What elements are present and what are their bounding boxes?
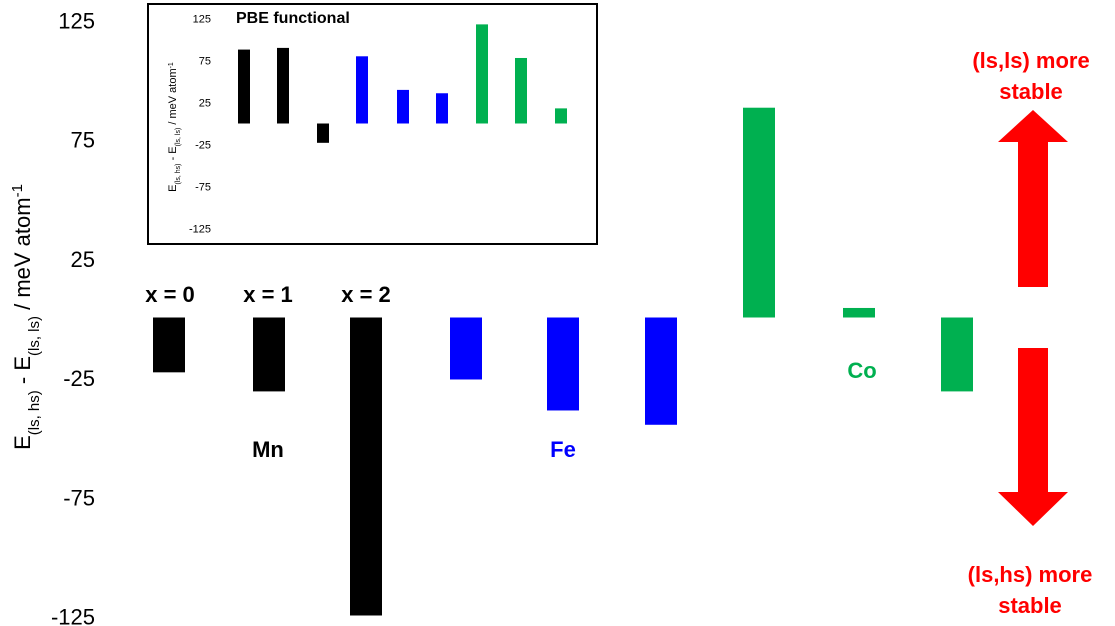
main-ytick-label: -75 (63, 485, 95, 510)
main-bar (941, 317, 973, 392)
x-value-label: x = 0 (145, 282, 195, 307)
inset-y-axis-title-part: (ls, ls) (175, 128, 182, 147)
main-y-axis-title-part: (ls, ls) (26, 316, 43, 356)
inset-bar (356, 56, 368, 124)
main-y-axis-title-part: (ls, hs) (26, 390, 43, 435)
down-annotation-line1: (ls,hs) more (968, 562, 1093, 587)
inset-ytick-label: -25 (195, 140, 211, 152)
up-annotation-line1: (ls,ls) more (972, 48, 1089, 73)
group-label: Mn (252, 437, 284, 462)
x-value-label: x = 2 (341, 282, 391, 307)
inset-ytick-label: 25 (199, 98, 211, 110)
inset-bar (515, 57, 527, 124)
group-label: Co (847, 358, 876, 383)
inset-ytick-label: -75 (195, 182, 211, 194)
inset-y-axis-title-part: (ls, hs) (175, 163, 182, 184)
main-y-axis-title-part: -1 (9, 184, 26, 197)
main-ytick-label: -25 (63, 366, 95, 391)
main-ytick-label: 125 (58, 9, 95, 34)
inset-bar (238, 49, 250, 124)
main-bar (547, 317, 579, 411)
main-y-axis-title-part: / meV atom (10, 197, 35, 316)
inset-bar (476, 24, 488, 124)
main-y-axis-title-part: E (10, 435, 35, 450)
inset-ytick-label: 75 (199, 56, 211, 68)
x-value-label: x = 1 (243, 282, 293, 307)
inset-bar (555, 108, 567, 124)
main-bar (645, 317, 677, 425)
up-arrow (998, 110, 1068, 287)
main-bar (153, 317, 185, 373)
inset-y-axis-title-part: E (167, 184, 179, 191)
main-ytick-label: 25 (71, 247, 95, 272)
inset-y-axis-title-part: -1 (168, 62, 175, 68)
main-ytick-label: -125 (51, 605, 95, 626)
inset-bar (397, 89, 409, 124)
inset-bar (436, 93, 448, 124)
inset-y-axis-title-part: - E (167, 146, 179, 163)
inset-ytick-label: -125 (189, 224, 211, 236)
main-ytick-label: 75 (71, 128, 95, 153)
up-annotation-line2: stable (999, 79, 1063, 104)
inset-bar (317, 123, 329, 143)
main-bar (743, 107, 775, 318)
main-bar (843, 307, 875, 318)
main-y-axis-title: E(ls, hs) - E(ls, ls) / meV atom-1 (9, 184, 43, 450)
inset-ytick-label: 125 (193, 14, 211, 26)
down-arrow (998, 348, 1068, 526)
inset-y-axis-title-part: / meV atom (167, 68, 179, 127)
inset-y-axis-title: E(ls, hs) - E(ls, ls) / meV atom-1 (167, 62, 182, 192)
inset-bar (277, 47, 289, 124)
main-y-axis-title-part: - E (10, 356, 35, 390)
main-bar (350, 317, 382, 616)
down-annotation-line2: stable (998, 593, 1062, 618)
inset-title: PBE functional (236, 10, 350, 27)
main-bar (450, 317, 482, 380)
main-bar (253, 317, 285, 392)
group-label: Fe (550, 437, 576, 462)
inset-frame (147, 3, 598, 245)
